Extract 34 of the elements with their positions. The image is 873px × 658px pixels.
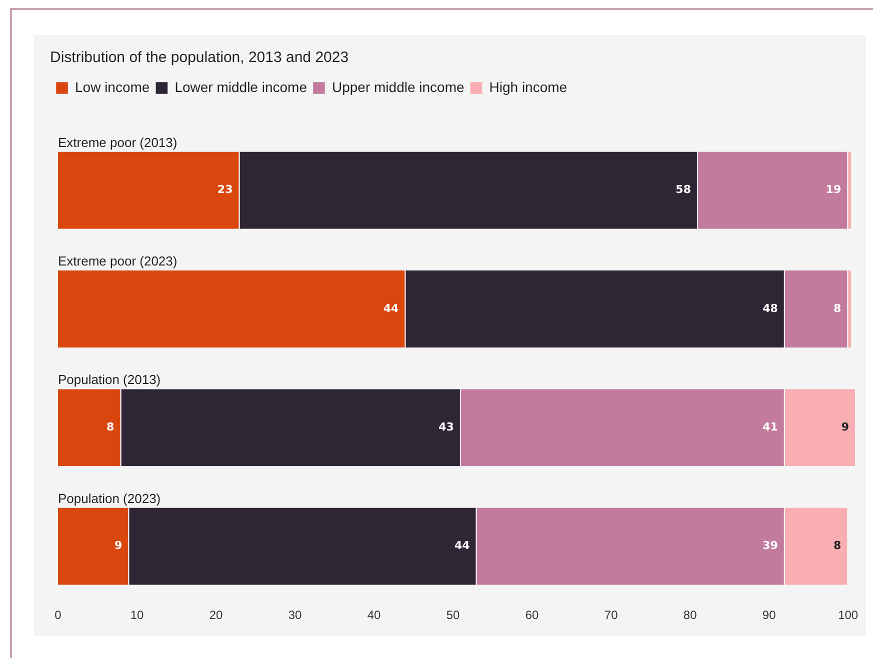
- data-label: 9: [841, 420, 849, 434]
- x-tick-label: 50: [446, 608, 460, 622]
- data-label: 8: [833, 302, 842, 315]
- data-label: 9: [114, 539, 122, 552]
- y-tick-label: Extreme poor (2013): [58, 134, 178, 150]
- legend-label: Lower middle income: [174, 78, 308, 95]
- x-tick-label: 70: [604, 608, 618, 622]
- data-label: 43: [438, 420, 454, 434]
- y-tick-label: Population (2013): [58, 372, 161, 388]
- x-tick-label: 20: [209, 608, 224, 622]
- chart-title: Distribution of the population, 2013 and 2023: [50, 49, 349, 66]
- x-tick-label: 90: [762, 608, 776, 622]
- x-tick-label: 40: [367, 608, 382, 622]
- data-label: 8: [106, 420, 114, 434]
- data-label: 41: [762, 420, 778, 434]
- y-tick-label: Population (2023): [58, 490, 161, 506]
- data-label: 58: [676, 183, 691, 196]
- x-tick-label: 0: [54, 608, 62, 622]
- data-label: 8: [833, 539, 842, 552]
- legend-label: Upper middle income: [332, 78, 464, 95]
- x-tick-label: 100: [838, 608, 858, 622]
- data-label: 39: [762, 539, 778, 552]
- data-label: 44: [383, 302, 399, 315]
- data-label: 19: [826, 183, 842, 196]
- x-tick-label: 60: [525, 608, 540, 622]
- data-label: 44: [454, 539, 470, 552]
- legend-label: High income: [489, 78, 568, 95]
- x-tick-label: 10: [130, 608, 144, 622]
- x-tick-label: 30: [288, 608, 302, 622]
- data-label: 48: [762, 302, 778, 315]
- x-tick-label: 80: [683, 608, 698, 622]
- y-tick-label: Extreme poor (2023): [58, 253, 178, 268]
- legend-label: Low income: [75, 78, 150, 95]
- data-label: 23: [217, 183, 233, 196]
